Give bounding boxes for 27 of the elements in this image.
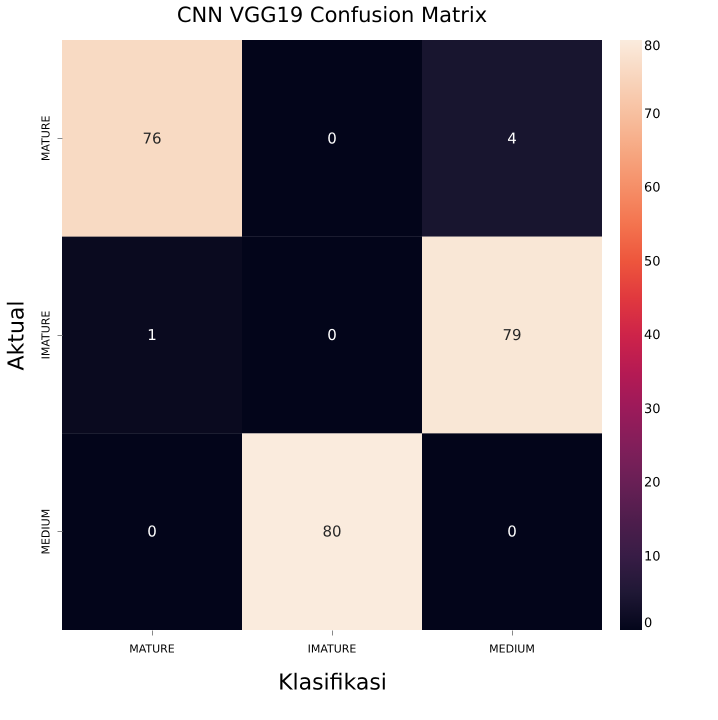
color-bar-label: 40: [644, 328, 661, 343]
x-tick-label: MEDIUM: [489, 642, 535, 656]
color-bar-label: 60: [644, 180, 661, 196]
color-bar-label: 30: [644, 402, 661, 417]
x-axis-title: Klasifikasi: [278, 670, 387, 696]
chart-title: CNN VGG19 Confusion Matrix: [176, 3, 488, 27]
y-tick-label: MEDIUM: [40, 508, 52, 555]
x-tick-label: IMATURE: [308, 642, 356, 656]
color-bar-label: 0: [644, 616, 652, 631]
y-tick-label: MATURE: [40, 116, 52, 162]
data-label: 1: [147, 326, 157, 344]
data-label: 4: [507, 129, 517, 148]
data-label: 0: [327, 129, 337, 148]
data-label: 76: [142, 129, 162, 148]
data-label: 0: [327, 326, 337, 344]
data-label: 0: [147, 522, 157, 541]
color-bar-label: 20: [644, 476, 661, 490]
x-tick-label: MATURE: [129, 642, 175, 656]
color-bar-label: 70: [644, 106, 661, 122]
color-bar-label: 50: [644, 254, 661, 270]
y-tick-label: IMATURE: [40, 310, 52, 360]
y-axis-title: Aktual: [4, 300, 30, 370]
data-label: 80: [322, 522, 342, 541]
color-bar-label: 10: [644, 549, 661, 564]
color-bar-label: 80: [644, 39, 661, 54]
data-label: 79: [502, 326, 522, 344]
data-label: 0: [507, 522, 517, 541]
